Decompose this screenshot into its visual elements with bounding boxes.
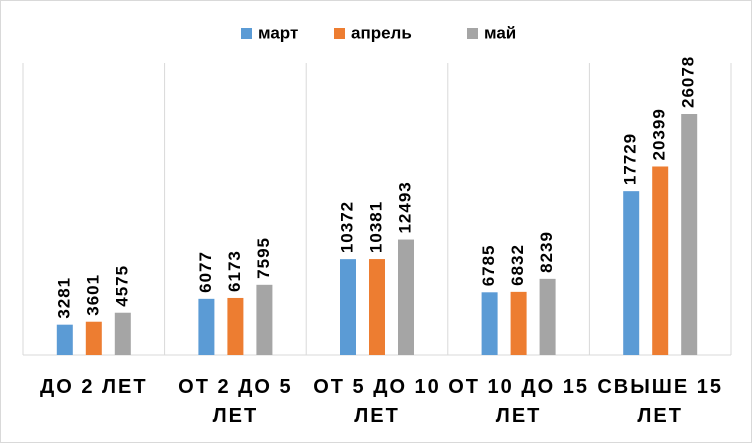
data-label: 6173 bbox=[225, 250, 244, 292]
data-label: 10372 bbox=[337, 201, 356, 253]
bar bbox=[340, 259, 356, 355]
data-label: 6077 bbox=[196, 251, 215, 293]
data-label: 17729 bbox=[621, 133, 640, 185]
bar bbox=[114, 312, 131, 355]
bar bbox=[652, 166, 669, 355]
bar bbox=[510, 291, 527, 355]
x-tick-label: ОТ 5 ДО 10 ЛЕТ bbox=[313, 376, 441, 427]
legend-swatch bbox=[334, 28, 345, 39]
bar bbox=[539, 278, 556, 355]
bar bbox=[198, 298, 215, 355]
bar bbox=[256, 284, 273, 355]
data-label: 8239 bbox=[537, 231, 556, 273]
data-label: 7595 bbox=[254, 237, 273, 279]
data-label: 10381 bbox=[366, 201, 385, 253]
data-label: 12493 bbox=[395, 181, 414, 233]
data-label: 26078 bbox=[679, 56, 698, 108]
data-label: 6785 bbox=[479, 244, 498, 286]
bar bbox=[398, 239, 414, 355]
bar bbox=[681, 114, 698, 355]
x-tick-label: ОТ 10 ДО 15 ЛЕТ bbox=[448, 376, 589, 427]
x-tick-label: ДО 2 ЛЕТ bbox=[39, 376, 148, 398]
data-label: 3281 bbox=[54, 277, 73, 319]
data-label: 4575 bbox=[112, 265, 131, 307]
bar bbox=[56, 324, 73, 355]
bar bbox=[227, 297, 244, 355]
data-label: 3601 bbox=[83, 274, 102, 316]
legend-label: май bbox=[484, 23, 516, 42]
bar bbox=[85, 321, 102, 355]
data-label: 6832 bbox=[508, 244, 527, 286]
legend-label: апрель bbox=[351, 23, 412, 42]
data-label: 20399 bbox=[650, 108, 669, 160]
bar bbox=[623, 191, 640, 355]
legend-label: март bbox=[258, 23, 298, 42]
x-tick-label: СВЫШЕ 15 ЛЕТ bbox=[597, 376, 724, 427]
legend-swatch bbox=[467, 28, 478, 39]
bar bbox=[369, 259, 385, 355]
x-tick-label: ОТ 2 ДО 5 ЛЕТ bbox=[178, 376, 293, 427]
legend-swatch bbox=[241, 28, 252, 39]
bar bbox=[481, 292, 498, 355]
